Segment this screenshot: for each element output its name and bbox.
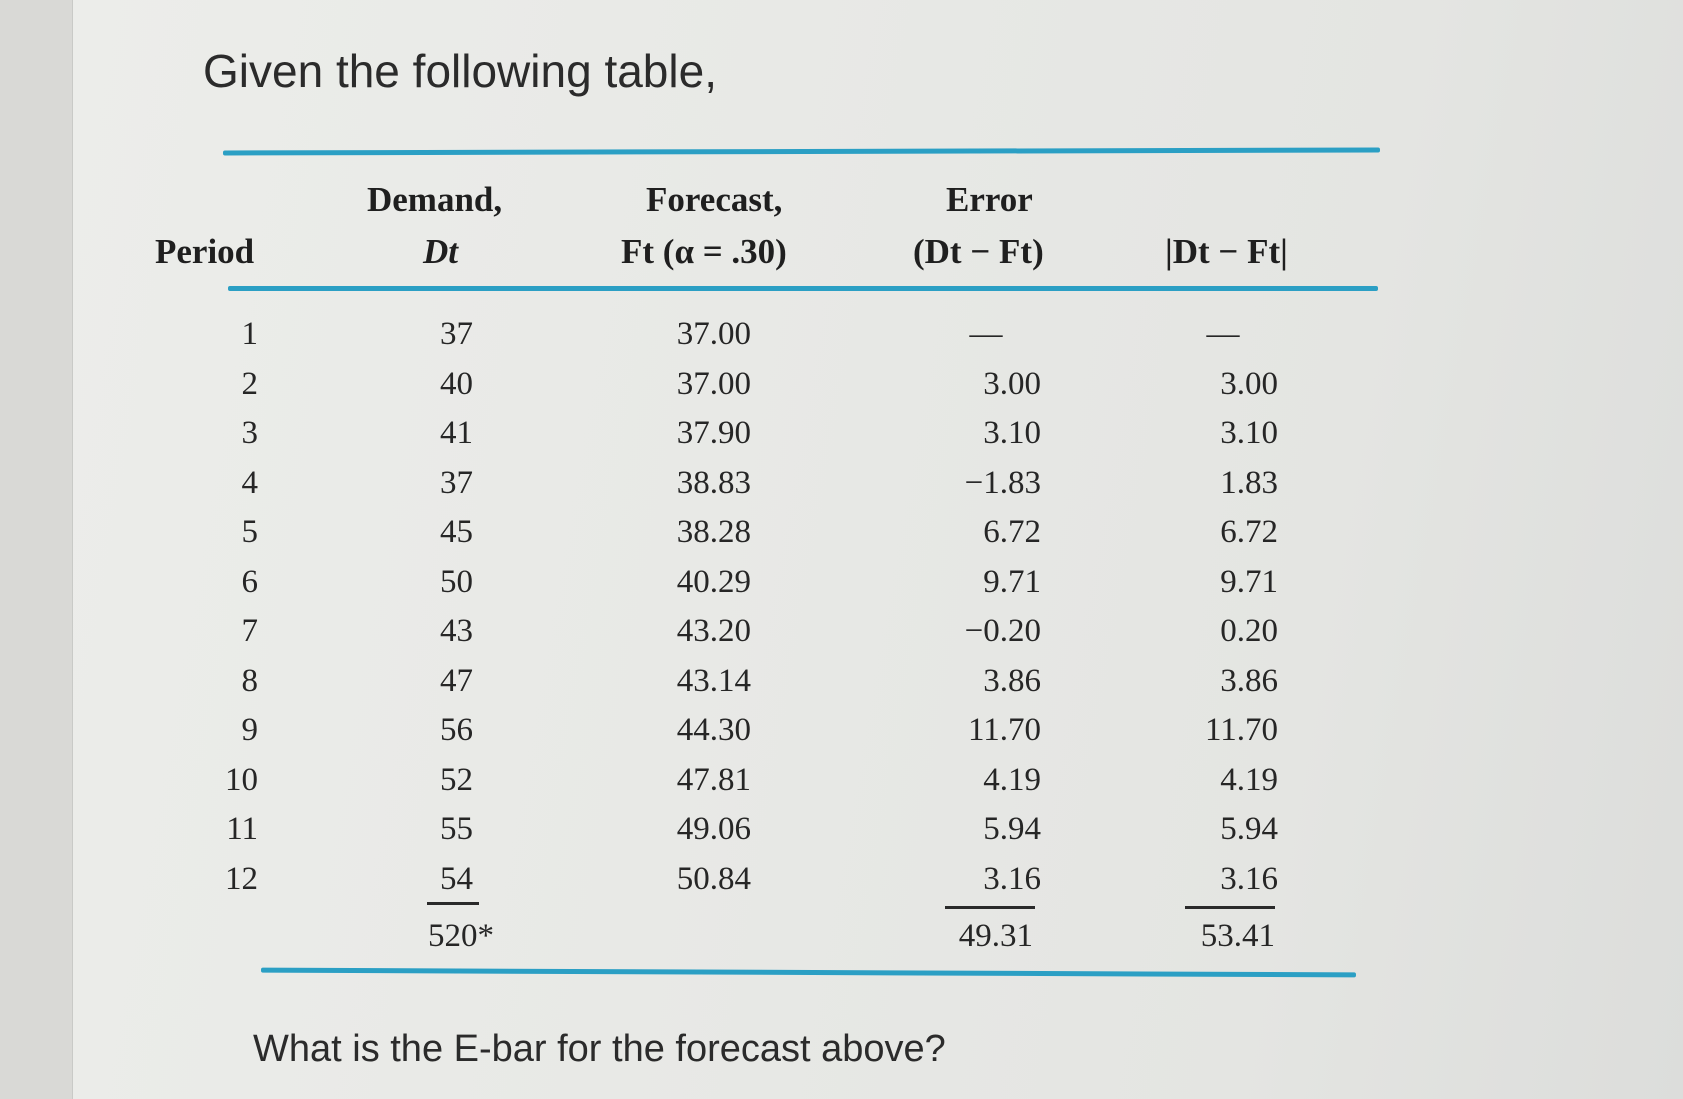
error-cell: −0.20 (964, 613, 1041, 649)
demand-cell: 54 (440, 860, 473, 897)
abs-error-cell: 4.19 (1220, 761, 1278, 798)
abs-error-cell: 9.71 (1220, 563, 1278, 600)
error-cell: 3.86 (983, 662, 1041, 699)
header-abs-error: |Dt − Ft| (1165, 232, 1288, 271)
demand-cell: 43 (440, 613, 473, 649)
error-cell: 11.70 (967, 712, 1041, 748)
forecast-cell: 37.00 (676, 365, 751, 402)
demand-cell: 47 (440, 662, 473, 699)
abs-error-cell: 3.10 (1220, 415, 1278, 451)
question-text: Given the following table, (203, 45, 717, 97)
forecast-cell: 44.30 (676, 712, 751, 748)
table-bottom-rule (260, 967, 1357, 978)
abs-error-cell: 3.00 (1220, 365, 1278, 402)
demand-sum-line (427, 902, 479, 905)
demand-cell: 37 (440, 316, 473, 352)
header-period: Period (155, 232, 255, 271)
period-cell: 9 (241, 712, 259, 748)
prompt-text: What is the E-bar for the forecast above… (253, 1028, 946, 1070)
error-cell: 5.94 (983, 811, 1041, 847)
forecast-cell: 49.06 (676, 811, 751, 847)
forecast-cell: 38.28 (676, 514, 751, 550)
header-error-line2: (Dt − Ft) (913, 232, 1044, 271)
abs-error-cell: 11.70 (1204, 712, 1278, 748)
period-cell: 12 (225, 860, 258, 897)
error-cell: 9.71 (983, 563, 1041, 600)
error-cell: — (969, 316, 1003, 352)
document-page: Given the following table, Period Demand… (72, 0, 1683, 1099)
header-error-line1: Error (946, 180, 1033, 219)
error-cell: −1.83 (964, 464, 1041, 501)
total-abs-error: 53.41 (1200, 918, 1275, 954)
period-cell: 1 (241, 316, 259, 352)
demand-cell: 52 (440, 761, 473, 798)
period-cell: 6 (241, 563, 259, 600)
forecast-cell: 43.20 (676, 613, 751, 649)
total-demand: 520* (428, 918, 494, 954)
demand-cell: 56 (440, 712, 473, 748)
error-cell: 4.19 (983, 761, 1041, 798)
period-cell: 11 (226, 811, 258, 847)
abs-error-sum-line (1185, 906, 1275, 909)
header-forecast-line2: Ft (α = .30) (621, 232, 787, 271)
demand-cell: 40 (440, 365, 473, 402)
period-cell: 7 (241, 613, 259, 649)
forecast-cell: 38.83 (676, 464, 751, 501)
demand-cell: 50 (440, 563, 473, 600)
error-cell: 3.00 (983, 365, 1041, 402)
error-cell: 3.10 (983, 415, 1041, 451)
forecast-cell: 37.00 (676, 316, 751, 352)
abs-error-cell: 6.72 (1220, 514, 1278, 550)
forecast-cell: 40.29 (676, 563, 751, 600)
demand-cell: 41 (440, 415, 473, 451)
abs-error-cell: 5.94 (1220, 811, 1278, 847)
forecast-cell: 50.84 (676, 860, 751, 897)
demand-cell: 55 (440, 811, 473, 847)
demand-cell: 45 (440, 514, 473, 550)
forecast-cell: 37.90 (676, 415, 751, 451)
period-cell: 5 (241, 514, 259, 550)
total-error: 49.31 (958, 918, 1033, 954)
table-top-rule (222, 147, 1381, 156)
abs-error-cell: 1.83 (1220, 464, 1278, 501)
error-cell: 6.72 (983, 514, 1041, 550)
header-forecast-line1: Forecast, (646, 180, 783, 219)
demand-cell: 37 (440, 464, 473, 501)
abs-error-cell: 3.16 (1220, 860, 1278, 897)
header-demand-line2: Dt (423, 232, 458, 271)
table-header-rule (228, 286, 1378, 291)
period-cell: 8 (241, 662, 259, 699)
period-cell: 3 (241, 415, 259, 451)
header-demand-line1: Demand, (367, 180, 503, 219)
error-cell: 3.16 (983, 860, 1041, 897)
period-cell: 10 (225, 761, 258, 798)
forecast-cell: 43.14 (676, 662, 751, 699)
period-cell: 2 (241, 365, 259, 402)
period-cell: 4 (241, 464, 259, 501)
abs-error-cell: 0.20 (1220, 613, 1278, 649)
forecast-cell: 47.81 (676, 761, 751, 798)
error-sum-line (945, 906, 1035, 909)
abs-error-cell: 3.86 (1220, 662, 1278, 699)
abs-error-cell: — (1206, 316, 1240, 352)
